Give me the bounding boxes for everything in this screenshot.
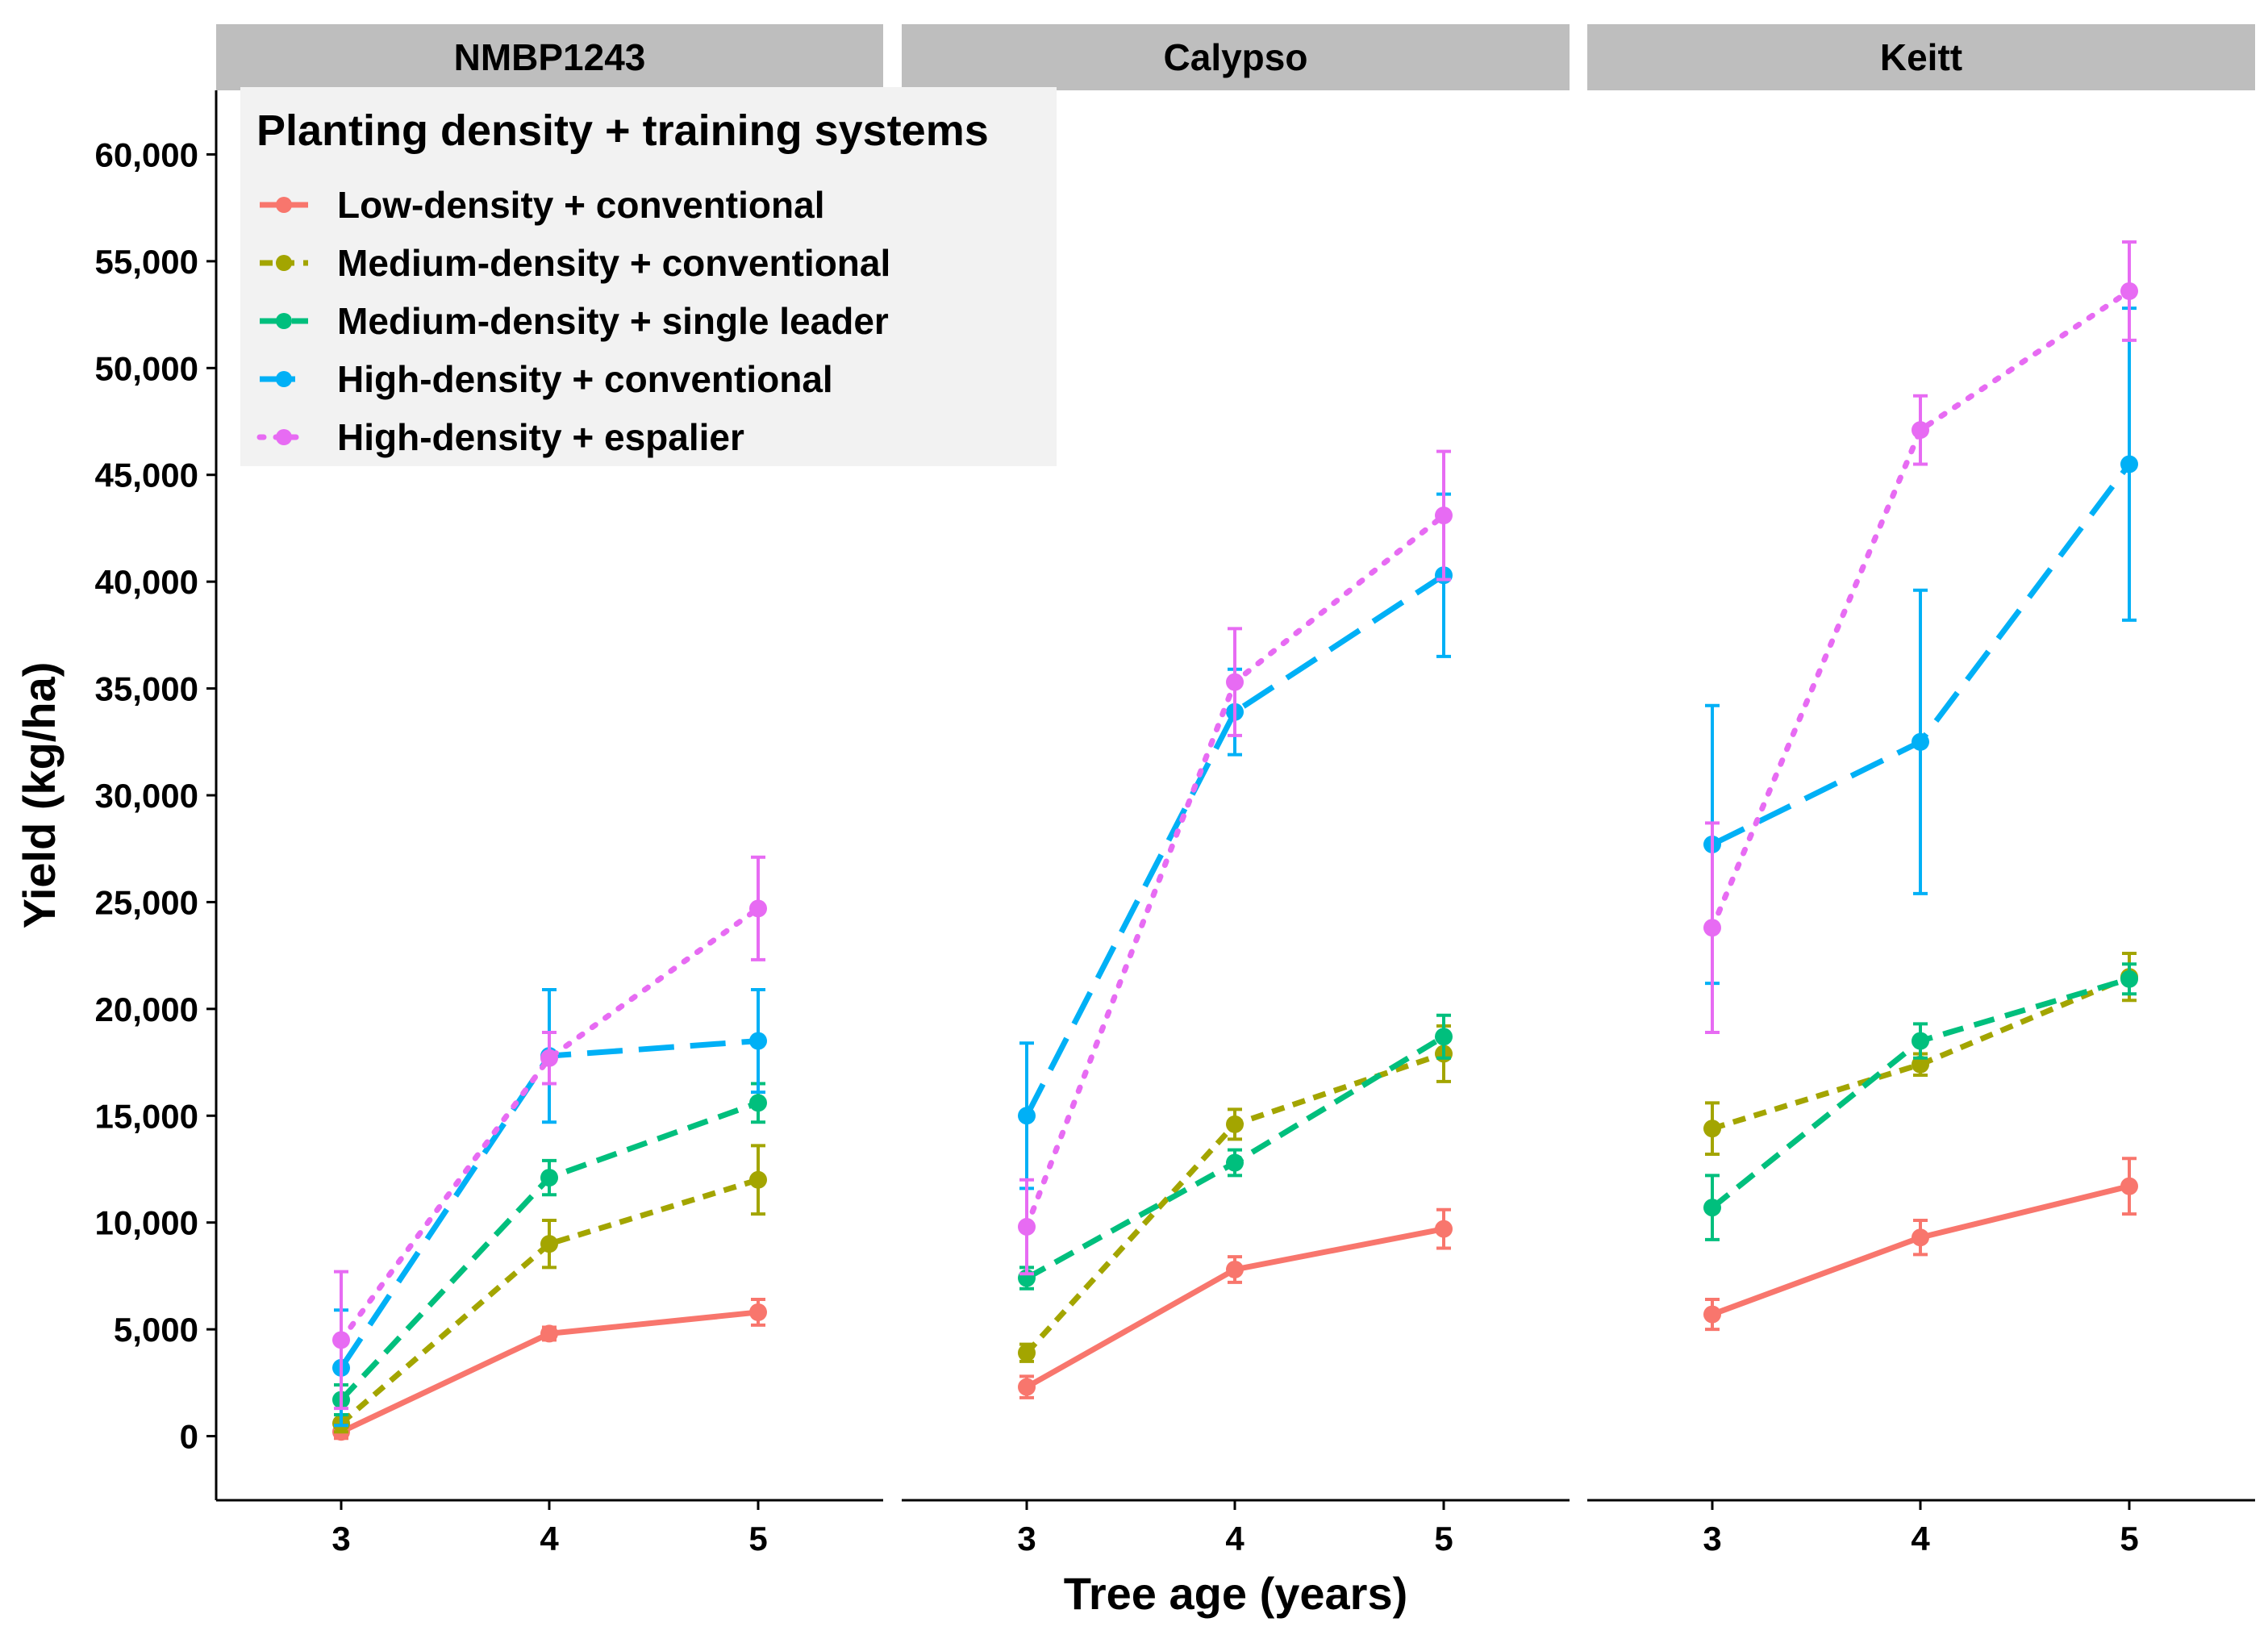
- data-point: [1226, 1153, 1244, 1172]
- y-tick-label: 25,000: [95, 883, 198, 921]
- series-group: [332, 962, 2138, 1417]
- legend-box: [240, 87, 1057, 466]
- x-tick-label: 3: [1017, 1520, 1036, 1558]
- series-line: [1024, 1051, 1445, 1355]
- facet-strip-label: Keitt: [1880, 36, 1962, 78]
- data-point: [1435, 507, 1453, 525]
- x-tick-label: 5: [748, 1520, 767, 1558]
- y-tick-label: 0: [180, 1418, 198, 1456]
- x-tick-label: 3: [331, 1520, 350, 1558]
- legend-label: Low-density + conventional: [337, 184, 824, 226]
- data-point: [1018, 1344, 1036, 1362]
- facet-strip-label: NMBP1243: [454, 36, 646, 78]
- series-group: [332, 951, 2138, 1434]
- data-point: [1703, 1120, 1721, 1138]
- legend-key-point: [276, 197, 292, 213]
- data-point: [749, 1032, 767, 1050]
- data-point: [2120, 1177, 2138, 1195]
- y-tick-label: 55,000: [95, 243, 198, 281]
- data-point: [540, 1169, 558, 1187]
- series-group: [332, 1157, 2138, 1441]
- facet-strip: [1587, 24, 2255, 90]
- data-point: [749, 899, 767, 918]
- data-point: [1018, 1107, 1036, 1125]
- y-tick-label: 45,000: [95, 457, 198, 494]
- data-point: [540, 1324, 558, 1343]
- data-point: [540, 1049, 558, 1067]
- data-point: [1703, 919, 1721, 937]
- series-line: [1025, 1226, 1445, 1390]
- legend-key-point: [276, 313, 292, 329]
- data-point: [1226, 673, 1244, 691]
- data-point: [1912, 421, 1929, 440]
- series-line: [1024, 573, 1445, 1117]
- data-point: [749, 1303, 767, 1321]
- facet-strip: [902, 24, 1570, 90]
- y-tick-label: 60,000: [95, 136, 198, 173]
- x-tick-label: 5: [2120, 1520, 2138, 1558]
- y-tick-label: 20,000: [95, 990, 198, 1028]
- legend-label: High-density + conventional: [337, 358, 833, 400]
- x-tick-label: 3: [1703, 1520, 1721, 1558]
- y-tick-label: 5,000: [114, 1311, 198, 1349]
- series-line: [339, 1177, 760, 1426]
- data-point: [1226, 1260, 1244, 1278]
- data-point: [2120, 281, 2138, 300]
- x-tick-label: 4: [1225, 1520, 1244, 1558]
- facet-strip: [216, 24, 883, 90]
- series-line: [338, 905, 761, 1343]
- data-point: [332, 1331, 350, 1349]
- x-axis-title: Tree age (years): [1064, 1568, 1407, 1619]
- data-point: [749, 1170, 767, 1189]
- facet-strip-label: Calypso: [1164, 36, 1308, 78]
- data-point: [2120, 455, 2138, 473]
- y-tick-label: 50,000: [95, 349, 198, 387]
- legend-label: Medium-density + conventional: [337, 242, 890, 284]
- data-point: [1226, 1115, 1244, 1133]
- y-tick-label: 35,000: [95, 670, 198, 708]
- legend-key-point: [276, 371, 292, 387]
- y-tick-label: 40,000: [95, 563, 198, 601]
- y-axis-title: Yield (kg/ha): [14, 662, 65, 929]
- y-tick-label: 15,000: [95, 1097, 198, 1135]
- data-point: [1018, 1378, 1036, 1396]
- x-tick-label: 5: [1434, 1520, 1453, 1558]
- data-point: [2120, 970, 2138, 988]
- data-point: [1018, 1217, 1036, 1236]
- data-point: [1703, 1199, 1721, 1217]
- legend-label: Medium-density + single leader: [337, 300, 889, 342]
- data-point: [1912, 1055, 1929, 1074]
- legend-title: Planting density + training systems: [256, 106, 989, 155]
- data-point: [1912, 1032, 1929, 1050]
- data-point: [540, 1235, 558, 1253]
- legend-key-point: [276, 255, 292, 271]
- data-point: [1912, 1228, 1929, 1247]
- data-point: [749, 1094, 767, 1112]
- data-point: [1435, 1220, 1453, 1238]
- y-tick-label: 30,000: [95, 777, 198, 815]
- data-point: [1435, 1028, 1453, 1046]
- x-tick-label: 4: [540, 1520, 559, 1558]
- x-tick-label: 4: [1911, 1520, 1930, 1558]
- data-point: [1703, 1305, 1721, 1324]
- series-line: [1710, 976, 2130, 1210]
- series-group: [332, 240, 2138, 1411]
- y-tick-label: 10,000: [95, 1204, 198, 1242]
- series-line: [1709, 288, 2133, 931]
- data-point: [1912, 732, 1929, 751]
- legend-key-point: [276, 429, 292, 445]
- series-line: [1711, 974, 2131, 1132]
- legend-label: High-density + espalier: [337, 416, 744, 458]
